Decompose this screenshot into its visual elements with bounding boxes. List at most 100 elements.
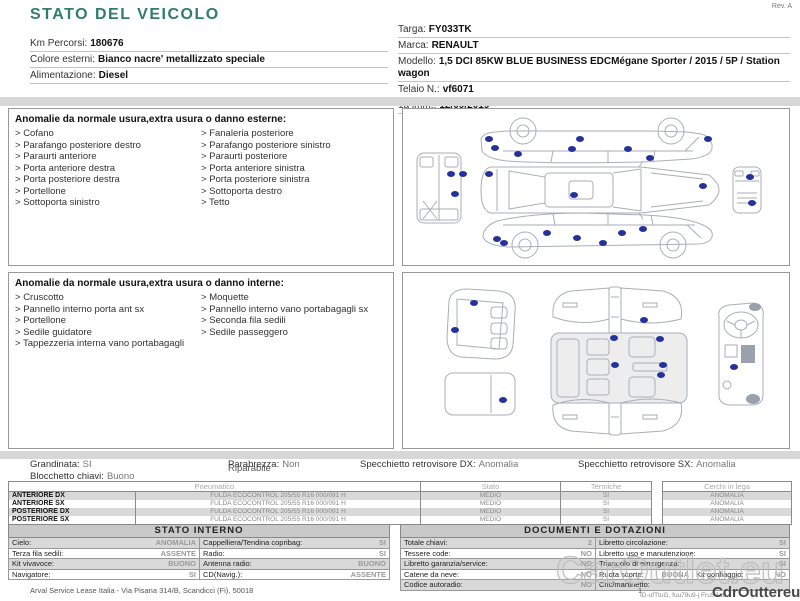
- trunk-closed-view: [444, 372, 516, 416]
- exterior-damage-diagram: [402, 108, 790, 266]
- damage-marker-dot: [491, 145, 499, 151]
- tyre-rows: ANTERIORE DX FULDA ECOCONTROL 205/55 R16 …: [9, 492, 651, 524]
- kv-row: Navigatore: SI CD(Navig.): ASSENTE: [8, 569, 390, 580]
- field-value: Diesel: [98, 70, 129, 81]
- status-line: Grandinata: SI Riparabile Parabrezza: Non …: [0, 459, 800, 482]
- documenti-header: DOCUMENTI E DOTAZIONI: [400, 524, 790, 538]
- kv-cell: CD(Navig.): ASSENTE: [199, 569, 389, 579]
- kv-row: Tessere code: NO Libretto uso e manutenzio…: [400, 548, 790, 559]
- header-field: Km Percorsi: 180676: [30, 36, 388, 52]
- field-value: SI: [378, 548, 386, 558]
- tyre-cell-termiche: SI: [602, 516, 610, 523]
- tyre-cell-tyre: FULDA ECOCONTROL 205/55 R16 000/091 H: [136, 492, 421, 500]
- field-value: ANOMALIA: [155, 538, 196, 548]
- col-header-termiche: Termiche: [590, 482, 622, 491]
- field-label: Cric/martinetto:: [599, 580, 650, 590]
- field-value: Bianco nacre' metallizzato speciale: [98, 54, 265, 65]
- watermark-id-text: ID-ufTtuG, fuu79u9-j FruS3.d: [640, 592, 725, 599]
- damage-marker-dot: [746, 174, 754, 180]
- alloy-wheels-table: Cerchi in lega ANOMALIA ANOMALIA ANOMALIA A…: [662, 481, 792, 525]
- tyre-cell-termiche: SI: [602, 492, 610, 499]
- alloy-cell: ANOMALIA: [710, 516, 744, 523]
- exterior-anomalies-title: Anomalie da normale usura,extra usura o …: [15, 114, 287, 125]
- tyre-cell-termiche: SI: [602, 508, 610, 515]
- vehicle-summary-left: Km Percorsi: 180676 Colore esterni: Bianco …: [30, 36, 388, 84]
- alloy-cell: ANOMALIA: [710, 500, 744, 507]
- anomaly-item: Pannello interno porta ant sx: [15, 304, 197, 316]
- tyre-cell-stato: MEDIO: [421, 500, 561, 508]
- tyre-table-header: Pneumatico Stato Termiche: [9, 482, 651, 492]
- kv-row: Catene da neve: NO Ruota scorta: BUONA Kit g…: [400, 569, 790, 580]
- damage-marker-dot: [640, 317, 648, 323]
- kv-cell: Antenna radio: BUONO: [199, 559, 389, 569]
- field-label: Codice autoradio:: [404, 580, 463, 590]
- field-label: Marca:: [398, 40, 429, 51]
- interior-anomalies-title: Anomalie da normale usura,extra usura o …: [15, 278, 284, 289]
- field-value: Buono: [106, 471, 135, 482]
- damage-marker-dot: [485, 136, 493, 142]
- tyre-cell-tyre: FULDA ECOCONTROL 205/55 R16 000/091 H: [136, 516, 421, 524]
- kv-cell: Cric/martinetto:: [595, 580, 789, 590]
- damage-marker-dot: [576, 136, 584, 142]
- kv-cell: Ruota scorta: BUONA: [595, 569, 692, 579]
- interior-damage-diagram: [402, 272, 790, 449]
- field-value: 2: [587, 538, 592, 548]
- damage-marker-dot: [656, 336, 664, 342]
- field-value: Non: [282, 459, 300, 470]
- stato-interno-table: STATO INTERNO Cielo: ANOMALIA Cappelliera/…: [8, 524, 390, 580]
- damage-marker-dot: [514, 151, 522, 157]
- damage-marker-dot: [657, 372, 665, 378]
- documenti-rows: Totale chiavi: 2 Libretto circolazione: SI T…: [400, 538, 790, 591]
- car-front-view: [732, 166, 762, 214]
- tyre-cell-pos: POSTERIORE DX: [9, 508, 136, 516]
- status-parabrezza: Riparabile Parabrezza: Non: [228, 459, 300, 474]
- damage-marker-dot: [451, 191, 459, 197]
- anomaly-item: Porta posteriore sinistra: [201, 174, 383, 186]
- field-label: Specchietto retrovisore SX:: [578, 459, 694, 470]
- anomaly-item: Portellone: [15, 315, 197, 327]
- field-label: Navigatore:: [12, 569, 51, 579]
- damage-marker-dot: [748, 200, 756, 206]
- header-field: Colore esterni: Bianco nacre' metallizzat…: [30, 52, 388, 68]
- car-top-view: [480, 160, 720, 220]
- damage-marker-dot: [704, 136, 712, 142]
- field-value-overlap: Riparabile: [228, 463, 271, 474]
- status-blocchetto-chiavi: Blocchetto chiavi: Buono: [30, 471, 134, 482]
- field-label: Triangolo di emergenza:: [599, 559, 680, 569]
- tyre-table: Pneumatico Stato Termiche ANTERIORE DX FU…: [8, 481, 792, 525]
- damage-marker-dot: [499, 397, 507, 403]
- field-value: 1,5 DCI 85KW BLUE BUSINESS EDCMégane Spo…: [398, 56, 780, 79]
- alloy-cell: ANOMALIA: [663, 508, 791, 516]
- damage-marker-dot: [699, 183, 707, 189]
- anomaly-item: Parafango posteriore destro: [15, 140, 197, 152]
- car-side-view-left: [482, 212, 713, 259]
- kv-cell: Kit gonfiaggio: NO: [692, 569, 789, 579]
- exterior-anomalies-panel: Anomalie da normale usura,extra usura o …: [8, 108, 394, 266]
- header-field: Alimentazione: Diesel: [30, 68, 388, 84]
- page-title: STATO DEL VEICOLO: [30, 6, 220, 23]
- revision-label: Rev. A: [771, 3, 792, 10]
- tyre-cell-pos: POSTERIORE SX: [9, 516, 136, 524]
- col-header-cerchi-in-lega: Cerchi in lega: [663, 482, 791, 492]
- tyre-row: ANTERIORE SX FULDA ECOCONTROL 205/55 R16 …: [9, 500, 651, 508]
- damage-marker-dot: [610, 335, 618, 341]
- field-value: SI: [778, 538, 786, 548]
- field-label: Terza fila sedili:: [12, 548, 64, 558]
- field-label: CD(Navig.):: [203, 569, 243, 579]
- damage-marker-dot: [500, 240, 508, 246]
- kv-cell: Radio: SI: [199, 548, 389, 558]
- anomaly-item: Porta anteriore sinistra: [201, 163, 383, 175]
- anomaly-item: Sottoporta destro: [201, 186, 383, 198]
- anomaly-item: Sedile passeggero: [201, 327, 383, 339]
- exterior-anomalies-col1: CofanoParafango posteriore destroParaurt…: [15, 128, 201, 209]
- field-label: Telaio N.:: [398, 84, 440, 95]
- field-label: Kit vivavoce:: [12, 559, 55, 569]
- stato-interno-header: STATO INTERNO: [8, 524, 390, 538]
- anomaly-item: Seconda fila sedili: [201, 315, 383, 327]
- field-value: SI: [188, 569, 196, 579]
- damage-marker-dot: [730, 364, 738, 370]
- field-label: Catene da neve:: [404, 569, 460, 579]
- field-label: Radio:: [203, 548, 225, 558]
- tyre-cell-stato: MEDIO: [421, 492, 561, 500]
- dashboard-view: [718, 302, 764, 406]
